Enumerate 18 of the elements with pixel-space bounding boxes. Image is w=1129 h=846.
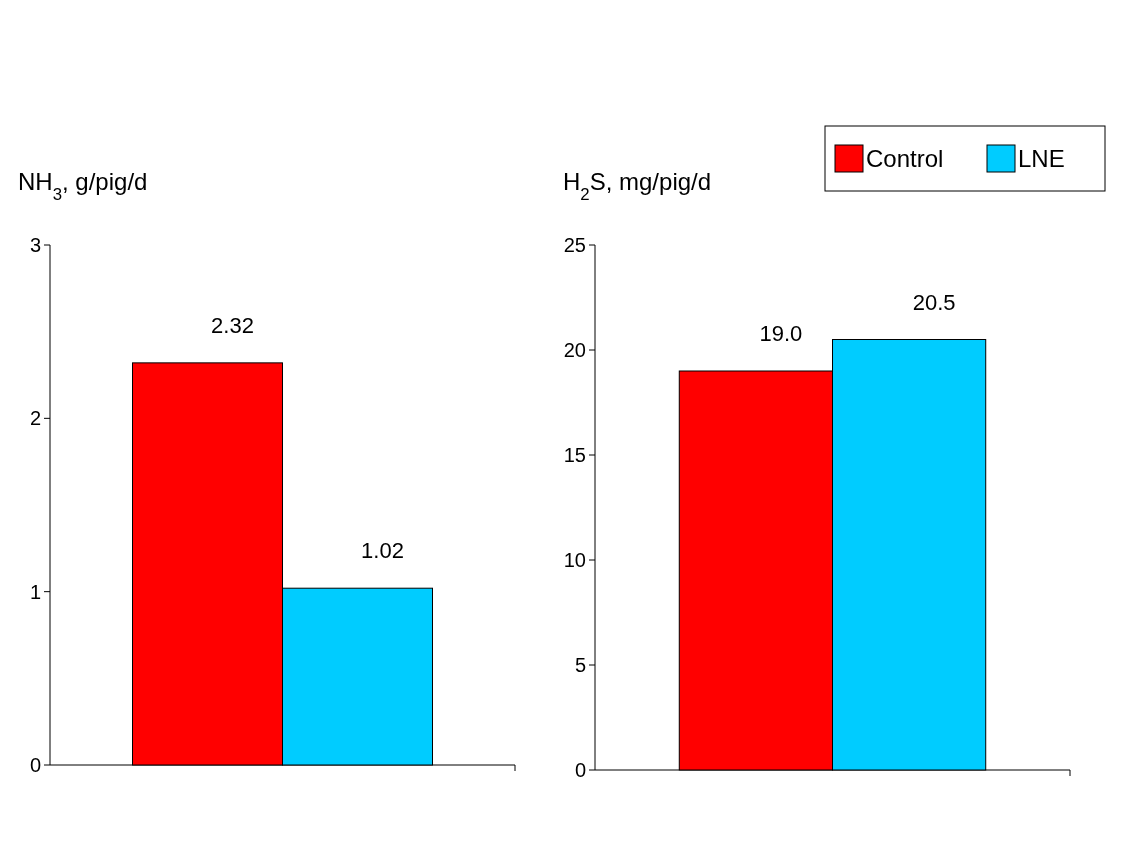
y-tick-label: 10 — [563, 549, 586, 571]
y-axis-title: H$_{2}$S, mg/pig/d — [563, 168, 712, 204]
y-tick-label: 0 — [29, 754, 41, 776]
y-tick-label: 1 — [29, 580, 41, 603]
y-tick-label: 25 — [563, 234, 586, 256]
y-tick-label: 2 — [29, 407, 41, 430]
data-label: 1.02 — [361, 538, 404, 564]
y-tick-label: 20 — [563, 339, 586, 361]
y-tick-label: 15 — [563, 444, 586, 466]
y-tick-label: 0 — [574, 759, 586, 781]
y-tick-label: 3 — [29, 234, 41, 256]
legend-label: LNE — [1018, 145, 1065, 172]
y-axis-title: NH$_{3}$, g/pig/d — [18, 168, 148, 204]
y-tick-label: 5 — [574, 654, 586, 676]
data-label: 2.32 — [211, 312, 254, 338]
data-label: 20.5 — [912, 289, 956, 315]
data-label: 19.0 — [759, 321, 803, 346]
legend-label: Control — [866, 145, 944, 172]
